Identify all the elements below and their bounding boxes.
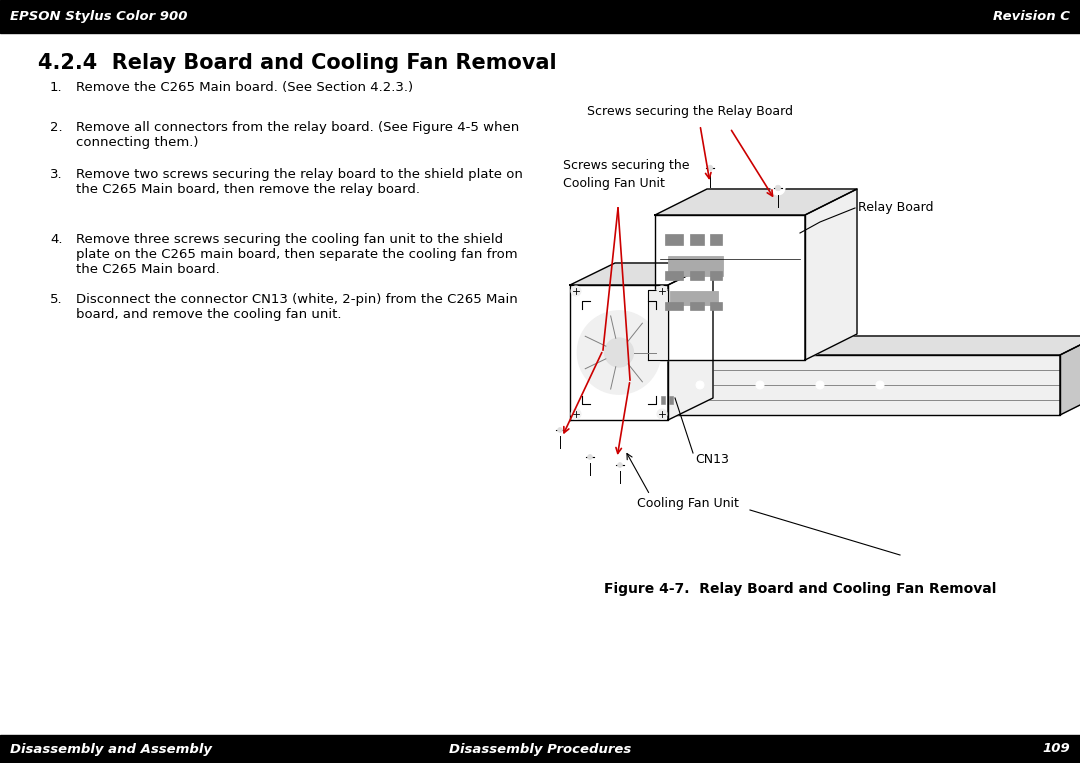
- Text: 2.: 2.: [50, 121, 63, 134]
- Text: 5.: 5.: [50, 293, 63, 306]
- Bar: [669, 256, 723, 276]
- Circle shape: [618, 462, 622, 468]
- Text: 4.2.4  Relay Board and Cooling Fan Removal: 4.2.4 Relay Board and Cooling Fan Remova…: [38, 53, 556, 73]
- Circle shape: [584, 451, 596, 463]
- Polygon shape: [654, 215, 805, 360]
- Text: 4.: 4.: [50, 233, 63, 246]
- Text: Remove all connectors from the relay board. (See Figure 4-5 when
connecting them: Remove all connectors from the relay boa…: [76, 121, 519, 149]
- Bar: [665, 302, 683, 310]
- Circle shape: [615, 459, 626, 471]
- Text: Cooling Fan Unit: Cooling Fan Unit: [563, 177, 665, 190]
- Bar: [661, 396, 665, 404]
- Bar: [665, 271, 683, 280]
- Circle shape: [756, 381, 764, 389]
- Circle shape: [657, 409, 667, 419]
- Text: Figure 4-7.  Relay Board and Cooling Fan Removal: Figure 4-7. Relay Board and Cooling Fan …: [604, 582, 996, 596]
- Text: Relay Board: Relay Board: [858, 201, 933, 214]
- Circle shape: [657, 286, 667, 296]
- Bar: [670, 291, 718, 305]
- Polygon shape: [650, 336, 1080, 355]
- Text: Revision C: Revision C: [993, 10, 1070, 23]
- Text: Screws securing the Relay Board: Screws securing the Relay Board: [588, 105, 793, 118]
- Circle shape: [588, 455, 593, 459]
- Bar: [669, 396, 673, 404]
- Circle shape: [703, 161, 717, 175]
- Circle shape: [557, 427, 563, 433]
- Circle shape: [696, 381, 704, 389]
- Bar: [657, 386, 679, 406]
- Polygon shape: [650, 355, 1059, 415]
- Polygon shape: [805, 189, 858, 360]
- Text: 1.: 1.: [50, 81, 63, 94]
- Circle shape: [578, 311, 661, 394]
- Circle shape: [707, 166, 713, 171]
- Bar: [0, 0, 1080, 33]
- Polygon shape: [654, 189, 858, 215]
- Circle shape: [571, 409, 581, 419]
- Bar: [665, 234, 683, 245]
- Bar: [710, 271, 723, 280]
- Bar: [710, 234, 723, 245]
- Text: Remove three screws securing the cooling fan unit to the shield
plate on the C26: Remove three screws securing the cooling…: [76, 233, 517, 276]
- Bar: [0, 735, 1080, 763]
- Circle shape: [816, 381, 824, 389]
- Polygon shape: [1059, 336, 1080, 415]
- Bar: [710, 302, 723, 310]
- Bar: [690, 234, 704, 245]
- Circle shape: [876, 381, 885, 389]
- Circle shape: [605, 338, 634, 367]
- Bar: [690, 302, 704, 310]
- Polygon shape: [570, 285, 669, 420]
- Text: Cooling Fan Unit: Cooling Fan Unit: [637, 497, 739, 510]
- Polygon shape: [669, 263, 713, 420]
- Text: CN13: CN13: [696, 453, 729, 466]
- Text: Screws securing the: Screws securing the: [563, 159, 689, 172]
- Text: 3.: 3.: [50, 168, 63, 181]
- Text: Remove two screws securing the relay board to the shield plate on
the C265 Main : Remove two screws securing the relay boa…: [76, 168, 523, 196]
- Text: Disassembly Procedures: Disassembly Procedures: [449, 742, 631, 755]
- Bar: [690, 271, 704, 280]
- Polygon shape: [570, 263, 713, 285]
- Text: Remove the C265 Main board. (See Section 4.2.3.): Remove the C265 Main board. (See Section…: [76, 81, 414, 94]
- Circle shape: [571, 286, 581, 296]
- Circle shape: [775, 185, 781, 191]
- Text: EPSON Stylus Color 900: EPSON Stylus Color 900: [10, 10, 188, 23]
- Text: Disassembly and Assembly: Disassembly and Assembly: [10, 742, 212, 755]
- Polygon shape: [648, 290, 669, 360]
- Circle shape: [771, 181, 785, 195]
- Text: 109: 109: [1042, 742, 1070, 755]
- Circle shape: [554, 424, 566, 436]
- Text: Disconnect the connector CN13 (white, 2-pin) from the C265 Main
board, and remov: Disconnect the connector CN13 (white, 2-…: [76, 293, 517, 321]
